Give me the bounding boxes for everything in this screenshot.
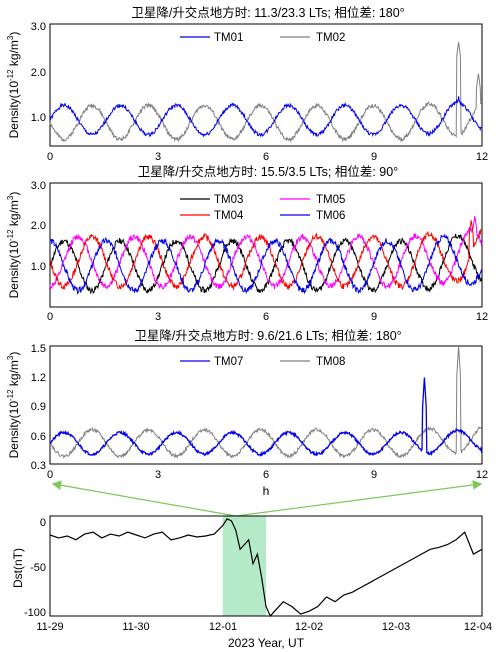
panel-4-xtick: 12-04: [464, 621, 492, 633]
series-line-tm02: [49, 42, 483, 143]
panel-3-yticks: 1.5 1.2 0.9 0.6 0.3: [31, 343, 46, 472]
panel-1-xtick: 3: [155, 151, 161, 163]
legend-label-tm02: TM02: [316, 32, 345, 44]
legend-label-tm07: TM07: [214, 356, 243, 368]
panel-3-ytick: 1.5: [31, 343, 46, 355]
panel-3-legend: TM07 TM08: [180, 356, 345, 368]
panel-4-xtick: 12-01: [209, 621, 237, 633]
legend-label-tm03: TM03: [214, 194, 243, 206]
panel-1-title: 卫星降/升交点地方时: 11.3/23.3 LTs; 相位差: 180°: [131, 5, 404, 20]
panel-2-xticks: 0 3 6 9 12: [47, 311, 488, 323]
panel-3: 卫星降/升交点地方时: 9.6/21.6 LTs; 相位差: 180° 1.5 …: [6, 328, 488, 498]
legend-label-tm08: TM08: [316, 356, 345, 368]
panel-3-ytick: 0.9: [31, 401, 46, 413]
panel-1-axes: [49, 23, 483, 147]
panel-1-legend: TM01 TM02: [180, 32, 345, 44]
panel-2-ytick: 2.0: [31, 220, 46, 232]
zoom-connector: [51, 480, 483, 517]
panel-3-xlabel: h: [263, 484, 270, 498]
panel-1-xticks: 0 3 6 9 12: [47, 151, 488, 163]
panel-2-title: 卫星降/升交点地方时: 15.5/3.5 LTs; 相位差: 90°: [138, 164, 398, 179]
panel-4-ytick: -50: [30, 562, 46, 574]
panel-2-axes: [49, 182, 483, 308]
panel-2-legend: TM03 TM05 TM04 TM06: [180, 194, 345, 222]
panel-2-yticks: 3.0 2.0 1.0: [31, 180, 46, 273]
legend-label-tm04: TM04: [214, 210, 244, 222]
panel-4-xtick: 12-02: [295, 621, 323, 633]
panel-4-yticks: 0 -50 -100: [24, 517, 46, 619]
series-line-tm04: [49, 220, 483, 291]
panel-3-ytick: 0.3: [31, 460, 46, 472]
series-line-tm05: [49, 216, 483, 291]
panel-3-xtick: 3: [155, 469, 161, 481]
panel-4-xtick: 12-03: [382, 621, 410, 633]
panel-1-xtick: 12: [476, 151, 488, 163]
panel-1-xtick: 6: [263, 151, 269, 163]
panel-3-title: 卫星降/升交点地方时: 9.6/21.6 LTs; 相位差: 180°: [134, 328, 401, 343]
series-line-tm01: [49, 96, 483, 138]
panel-4-xticks: 11-29 11-30 12-01 12-02 12-03 12-04: [36, 621, 492, 633]
panel-4: 0 -50 -100 11-29 11-30 12-01 12-02 12-03…: [11, 515, 492, 650]
panel-4-xtick: 11-30: [122, 621, 149, 633]
panel-1-series: [49, 42, 483, 143]
series-line-tm08: [49, 345, 483, 460]
panel-1-ylabel: Density(10-12 kg/m3): [6, 32, 21, 139]
panel-2-xtick: 9: [371, 311, 377, 323]
zoom-arrow-left: [51, 480, 237, 517]
panel-3-xtick: 6: [263, 469, 269, 481]
panel-3-xtick: 9: [371, 469, 377, 481]
panel-2-xtick: 3: [155, 311, 161, 323]
zoom-arrow-right: [235, 480, 483, 517]
series-line-dst: [49, 518, 483, 618]
panel-4-ytick: 0: [40, 517, 46, 529]
panel-3-xtick: 0: [47, 469, 53, 481]
panel-2-ytick: 3.0: [31, 180, 46, 192]
legend-label-tm06: TM06: [316, 210, 345, 222]
panel-1-yticks: 3.0 2.0 1.0: [31, 21, 46, 124]
storm-highlight: [222, 516, 266, 616]
panel-4-xtick: 11-29: [36, 621, 63, 633]
panel-3-ylabel: Density(10-12 kg/m3): [6, 352, 21, 459]
legend-label-tm05: TM05: [316, 194, 345, 206]
panel-1-ytick: 2.0: [31, 67, 46, 79]
panel-1: 卫星降/升交点地方时: 11.3/23.3 LTs; 相位差: 180° 3.0…: [6, 5, 488, 163]
series-line-tm07: [49, 377, 483, 458]
panel-3-xtick: 12: [476, 469, 488, 481]
panel-4-axes: [49, 515, 483, 617]
panel-2-series: [49, 216, 483, 295]
panel-2-xtick: 0: [47, 311, 53, 323]
series-line-tm03: [49, 233, 483, 295]
panel-2: 卫星降/升交点地方时: 15.5/3.5 LTs; 相位差: 90° 3.0 2…: [6, 164, 488, 323]
panel-3-ytick: 0.6: [31, 431, 46, 443]
series-line-tm06: [49, 233, 483, 295]
panel-4-xlabel: 2023 Year, UT: [228, 636, 305, 650]
panel-4-ytick: -100: [24, 607, 46, 619]
panel-3-series: [49, 345, 483, 460]
panel-2-ylabel: Density(10-12 kg/m3): [6, 192, 21, 299]
panel-1-ytick: 3.0: [31, 21, 46, 33]
panel-1-ytick: 1.0: [31, 112, 46, 124]
panel-2-xtick: 12: [476, 311, 488, 323]
panel-1-xtick: 0: [47, 151, 53, 163]
panel-3-xticks: 0 3 6 9 12: [47, 469, 488, 481]
panel-2-ytick: 1.0: [31, 261, 46, 273]
panel-3-ytick: 1.2: [31, 372, 46, 384]
panel-3-axes: [49, 345, 483, 465]
legend-label-tm01: TM01: [214, 32, 243, 44]
panel-4-ylabel: Dst(nT): [11, 548, 25, 588]
panel-2-xtick: 6: [263, 311, 269, 323]
panel-1-xtick: 9: [371, 151, 377, 163]
